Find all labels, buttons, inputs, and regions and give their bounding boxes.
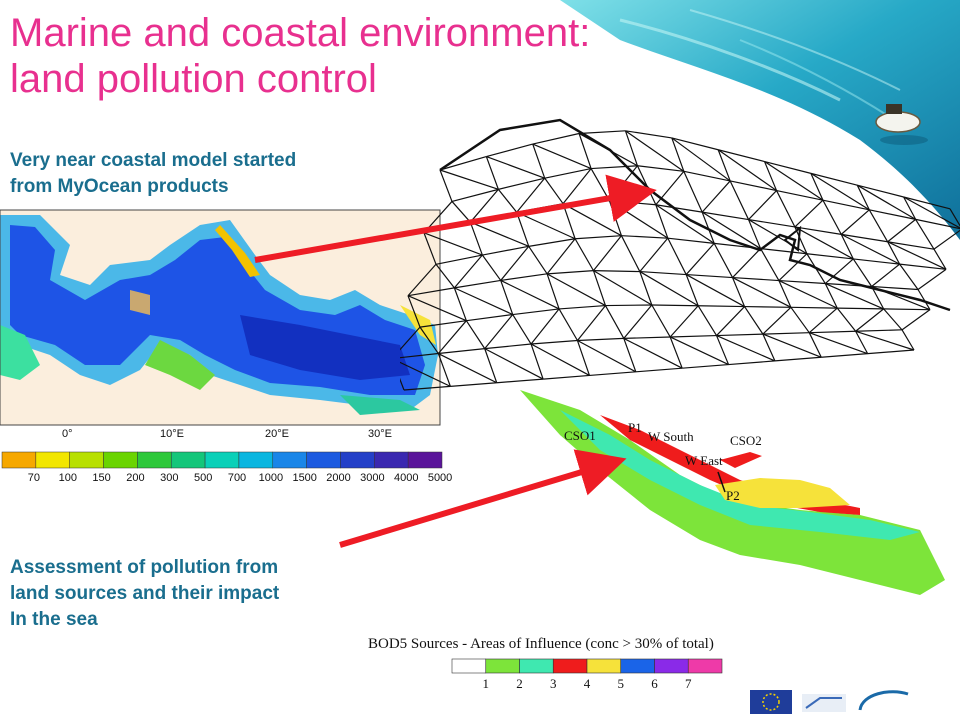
assess-line-3: In the sea [10,609,98,630]
assessment-text: Assessment of pollution from land source… [10,555,279,633]
legend-number: 1 [482,676,490,691]
colorbar-swatch [137,451,172,469]
intro-line-2: from MyOcean products [10,176,229,197]
colorbar-tick-label: 4000 [393,472,419,484]
intro-line-1: Very near coastal model started [10,150,297,171]
colorbar-tick-label: 500 [193,472,213,484]
colorbar-swatch [204,451,240,469]
legend-number: 6 [651,676,658,691]
bod5-legend-swatches [451,658,723,674]
bod5-legend-title: BOD5 Sources - Areas of Influence (conc … [368,636,714,652]
label-p2: P2 [726,488,740,503]
lon-tick-label: 20°E [265,428,289,440]
legend-number: 5 [617,676,625,691]
lon-tick-label: 10°E [160,428,184,440]
colorbar-swatch [238,451,274,469]
legend-swatch [451,658,487,674]
colorbar-tick-label: 200 [126,472,145,484]
title-line-2: land pollution control [10,57,377,101]
label-w-south: W South [648,429,694,444]
zone-yellow [715,478,850,508]
colorbar-tick-label: 1500 [292,472,317,484]
colorbar-tick-label: 300 [160,472,179,484]
colorbar-tick-label: 100 [58,472,77,484]
colorbar-tick-label: 5000 [427,472,453,484]
colorbar-swatch [103,451,138,469]
legend-swatch [654,658,689,674]
label-cso1: CSO1 [564,428,596,443]
legend-swatch [586,658,622,674]
title-line-1: Marine and coastal environment: [10,11,591,55]
colorbar-swatch [1,451,37,469]
assess-line-2: land sources and their impact [10,583,280,604]
legend-swatch [552,658,588,674]
legend-swatch [620,658,655,674]
colorbar-swatch [407,451,443,469]
slide-title: Marine and coastal environment: land pol… [10,10,770,102]
legend-swatch [687,658,723,674]
coastline [439,118,951,312]
bod5-influence-map [520,390,945,595]
seventh-framework-logo [802,694,846,712]
legend-number: 2 [516,676,523,691]
colorbar-swatch [35,451,70,469]
label-w-east: W East [685,453,723,468]
label-cso2: CSO2 [730,433,762,448]
boat-icon [875,104,928,145]
med-sea-field [0,215,438,415]
eu-flag-icon [750,690,792,714]
colorbar-tick-label: 2000 [326,472,351,484]
lon-tick-label: 0° [62,428,73,440]
colorbar [1,451,443,469]
footer-logos [750,690,950,714]
mediterranean-model-map [0,209,443,469]
legend-number: 3 [550,676,557,691]
colorbar-tick-label: 70 [27,472,41,484]
colorbar-tick-label: 3000 [360,472,385,484]
assess-line-1: Assessment of pollution from [10,557,279,578]
colorbar-tick-label: 150 [92,472,111,484]
legend-number: 7 [685,676,692,691]
colorbar-tick-label: 700 [227,472,247,484]
legend-swatch [519,658,554,674]
colorbar-swatch [340,451,375,469]
colorbar-swatch [272,451,307,469]
zone-cyan [560,410,920,540]
lon-tick-label: 30°E [368,428,392,440]
colorbar-tick-labels: 70 100 150 200 300 500 700 1000 1500 2000 3000 4000… [0,472,453,488]
bod5-legend-labels: 1 2 3 4 5 6 7 [450,676,730,692]
colorbar-swatch [170,451,206,469]
colorbar-swatch [374,451,409,469]
intro-text: Very near coastal model started from MyO… [10,148,296,200]
gmes-logo [858,690,950,712]
legend-number: 4 [583,676,591,691]
coastal-triangular-mesh [400,118,960,391]
colorbar-swatch [69,451,104,469]
colorbar-tick-label: 1000 [258,472,284,484]
legend-swatch [485,658,520,674]
colorbar-swatch [306,451,341,469]
zone-green [520,390,945,595]
label-p1: P1 [628,420,642,435]
